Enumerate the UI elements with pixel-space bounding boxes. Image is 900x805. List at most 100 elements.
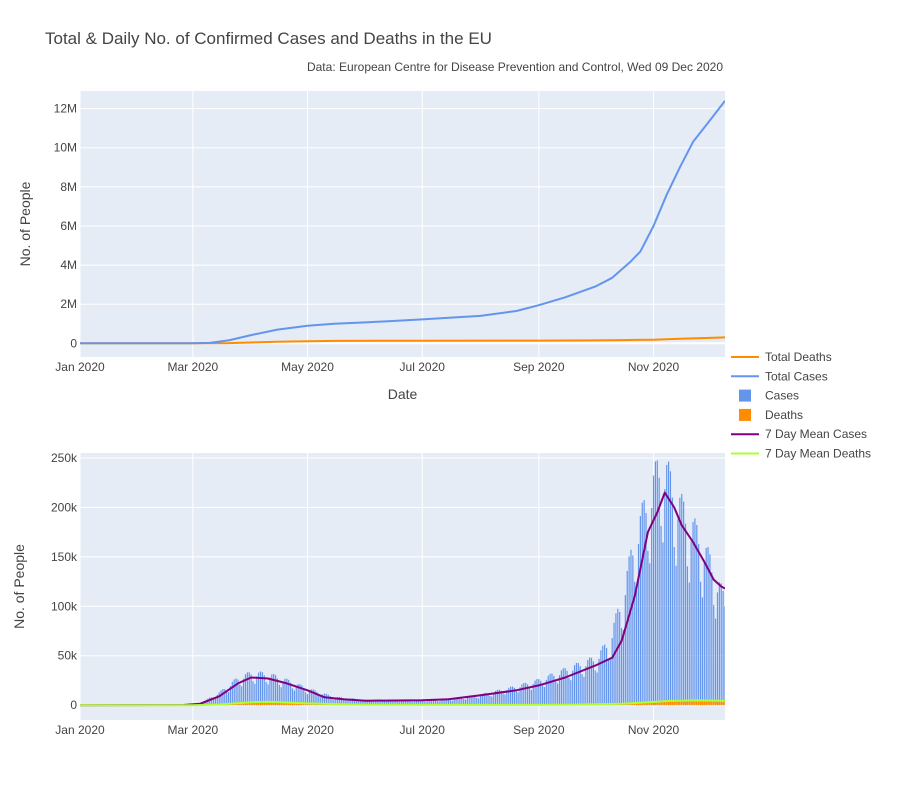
x-tick-label: Jul 2020 [400,723,446,737]
y-tick-label: 8M [60,180,77,194]
bar-cases [262,672,263,705]
bar-deaths [280,703,282,705]
bar-deaths [267,703,269,705]
bar-cases [691,541,692,705]
bar-cases [561,670,562,705]
bar-cases [724,606,725,705]
x-tick-label: Sep 2020 [513,723,565,737]
y-tick-label: 100k [51,599,78,613]
bar-cases [655,462,656,706]
bar-cases [657,460,658,705]
legend-item-total-deaths[interactable]: Total Deaths [731,350,832,364]
bar-cases [565,668,566,705]
bar-cases [491,696,492,705]
x-tick-label: May 2020 [281,723,334,737]
bar-cases [550,674,551,705]
y-tick-label: 0 [70,336,77,350]
bar-cases [600,650,601,705]
bar-cases [247,672,248,705]
bar-cases [222,689,223,705]
bar-cases [589,658,590,706]
bar-cases [630,550,631,705]
bar-cases [597,673,598,706]
bar-cases [717,592,718,705]
y-axis-title: No. of People [11,544,27,629]
bar-cases [512,687,513,706]
bar-cases [647,551,648,705]
legend-item-7-day-mean-cases[interactable]: 7 Day Mean Cases [731,427,867,441]
bar-cases [653,476,654,706]
bar-cases [260,671,261,705]
bar-cases [548,676,549,705]
bar-cases [256,676,257,705]
bar-cases [709,554,710,705]
bar-cases [659,478,660,705]
bar-cases [563,668,564,705]
bar-cases [572,671,573,706]
legend-item-7-day-mean-deaths[interactable]: 7 Day Mean Deaths [731,447,871,461]
legend-label: Deaths [765,408,803,422]
bar-deaths [688,702,690,705]
bar-cases [625,595,626,705]
bar-deaths [715,702,717,705]
bar-cases [504,694,505,705]
bar-cases [551,674,552,706]
bar-cases [273,674,274,705]
bar-cases [583,677,584,705]
bar-cases [649,563,650,705]
x-tick-label: Mar 2020 [167,360,218,374]
bar-deaths [702,702,704,705]
chart-title: Total & Daily No. of Confirmed Cases and… [45,29,492,49]
bar-cases [704,563,705,705]
bar-cases [692,522,693,705]
bar-cases [619,612,620,705]
bar-cases [510,687,511,706]
bar-cases [542,686,543,706]
bar-cases [555,682,556,705]
bar-cases [534,681,535,706]
legend-item-cases[interactable]: Cases [739,389,799,403]
legend-item-total-cases[interactable]: Total Cases [731,369,828,383]
bar-cases [664,489,665,705]
bar-cases [585,666,586,705]
bar-cases [676,566,677,705]
bar-cases [529,689,530,706]
bar-cases [623,630,624,705]
bar-cases [474,696,475,705]
bar-cases [518,692,519,705]
bar-cases [644,500,645,705]
x-tick-label: May 2020 [281,360,334,374]
bar-cases [536,679,537,705]
x-tick-label: Sep 2020 [513,360,565,374]
bar-cases [689,583,690,706]
x-axis-title: Date [388,386,418,402]
y-axis-title: No. of People [17,181,33,266]
bar-cases [679,498,680,705]
legend-item-deaths[interactable]: Deaths [739,408,803,422]
x-tick-label: Jan 2020 [55,360,105,374]
legend-label: Total Cases [765,369,828,383]
bar-cases [627,571,628,705]
bar-cases [516,691,517,705]
legend-label: 7 Day Mean Cases [765,427,867,441]
bar-cases [651,508,652,705]
bar-cases [493,693,494,705]
bar-cases [610,660,611,705]
bar-cases [219,692,220,705]
bar-cases [587,660,588,705]
bar-cases [277,678,278,705]
plot-background [80,453,725,720]
y-tick-label: 6M [60,219,77,233]
bar-cases [674,547,675,705]
bar-deaths [687,701,689,705]
plot-background [80,91,725,357]
bar-deaths [649,703,651,705]
bar-cases [662,542,663,705]
bar-cases [251,675,252,706]
y-tick-label: 50k [58,649,78,663]
bar-cases [606,648,607,705]
bar-cases [687,566,688,705]
bar-cases [521,684,522,705]
